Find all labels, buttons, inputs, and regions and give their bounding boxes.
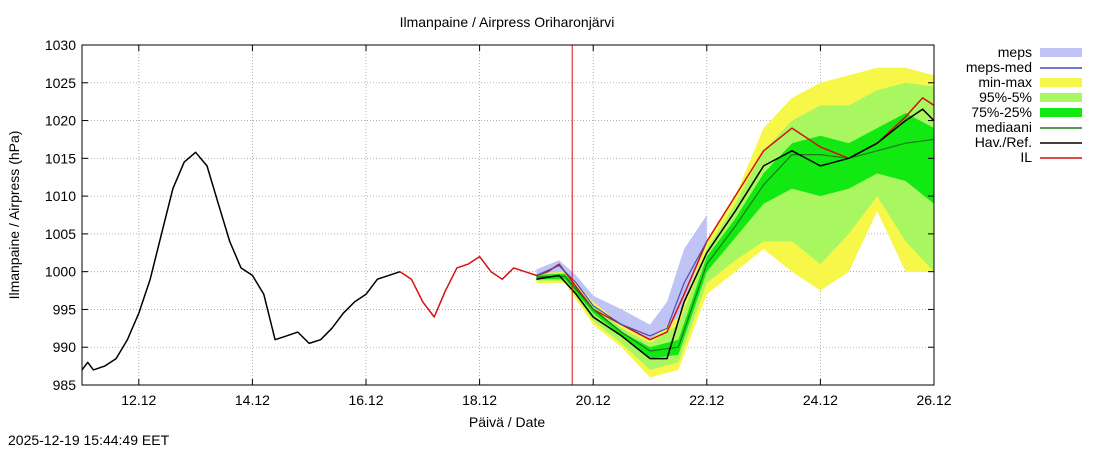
y-tick-label: 990 bbox=[53, 339, 77, 355]
y-tick-label: 995 bbox=[53, 301, 77, 317]
x-tick-label: 12.12 bbox=[121, 392, 156, 408]
y-tick-label: 1020 bbox=[45, 113, 76, 129]
x-axis-label: Päivä / Date bbox=[469, 414, 545, 430]
series-il bbox=[399, 97, 935, 341]
x-tick-label: 18.12 bbox=[462, 392, 497, 408]
legend-label: IL bbox=[1020, 149, 1032, 165]
x-axis-ticks: 12.12 14.12 16.12 18.12 20.12 22.12 24.12 26.12 bbox=[121, 45, 952, 408]
band-75-25- bbox=[536, 113, 934, 359]
legend-label: mediaani bbox=[975, 119, 1032, 135]
legend-label: Hav./Ref. bbox=[975, 134, 1032, 150]
legend-swatch bbox=[1040, 93, 1082, 102]
x-tick-label: 22.12 bbox=[689, 392, 724, 408]
plot-frame bbox=[81, 44, 935, 386]
legend-label: 95%-5% bbox=[979, 89, 1032, 105]
band-meps bbox=[536, 215, 707, 348]
bands bbox=[536, 67, 934, 378]
series-hav-ref- bbox=[81, 151, 401, 371]
x-tick-label: 14.12 bbox=[235, 392, 270, 408]
timestamp: 2025-12-19 15:44:49 EET bbox=[8, 432, 170, 448]
legend-label: meps bbox=[998, 44, 1032, 60]
x-tick-label: 24.12 bbox=[803, 392, 838, 408]
y-tick-label: 1030 bbox=[45, 37, 76, 53]
series-hav-ref-forecast bbox=[536, 108, 935, 360]
legend-label: meps-med bbox=[966, 59, 1032, 75]
y-tick-label: 1015 bbox=[45, 150, 76, 166]
legend-swatch bbox=[1040, 108, 1082, 117]
legend-swatch bbox=[1040, 48, 1082, 57]
x-tick-label: 26.12 bbox=[916, 392, 951, 408]
legend-swatch bbox=[1040, 78, 1082, 87]
series-meps-med bbox=[536, 241, 708, 337]
series bbox=[81, 97, 935, 371]
y-tick-label: 1005 bbox=[45, 226, 76, 242]
grid bbox=[82, 45, 934, 385]
series-mediaani bbox=[536, 138, 935, 352]
y-tick-label: 1000 bbox=[45, 264, 76, 280]
x-tick-label: 20.12 bbox=[576, 392, 611, 408]
legend-label: min-max bbox=[978, 74, 1032, 90]
y-axis-ticks: 985 990 995 1000 1005 1010 1015 1020 1025 1030 bbox=[45, 37, 934, 393]
legend-label: 75%-25% bbox=[971, 104, 1032, 120]
y-tick-label: 985 bbox=[53, 377, 77, 393]
y-axis-label: Ilmanpaine / Airpress (hPa) bbox=[6, 131, 22, 300]
y-tick-label: 1010 bbox=[45, 188, 76, 204]
legend: mepsmeps-medmin-max95%-5%75%-25%mediaani… bbox=[966, 44, 1082, 165]
x-tick-label: 16.12 bbox=[348, 392, 383, 408]
chart-title: Ilmanpaine / Airpress Oriharonjärvi bbox=[400, 14, 615, 30]
y-tick-label: 1025 bbox=[45, 75, 76, 91]
